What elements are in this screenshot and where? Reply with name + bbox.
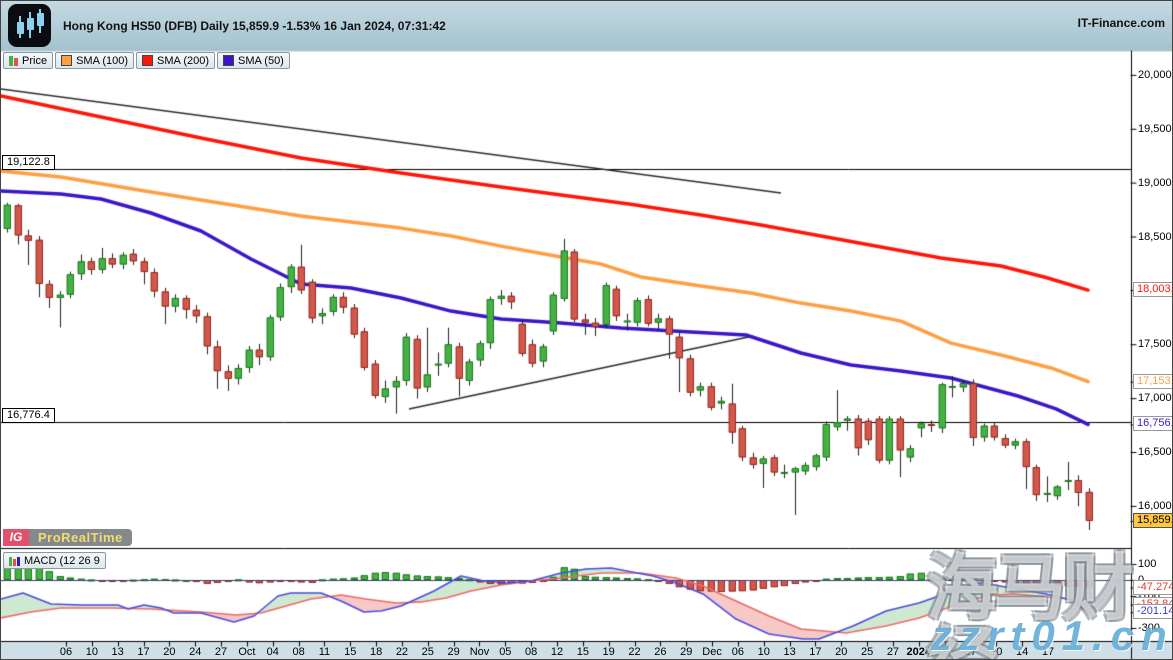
date-tick-label: 22 — [395, 646, 409, 658]
legend-price-label: Price — [22, 54, 48, 67]
macd-legend-chip[interactable]: MACD (12 26 9 — [3, 552, 106, 569]
date-tick-label: 05 — [499, 646, 512, 658]
date-tick-label: 06 — [59, 646, 73, 658]
price-axis-label: 16,000 — [1138, 499, 1172, 512]
ig-logo: IG — [3, 529, 29, 546]
date-tick-label: 06 — [731, 646, 745, 658]
macd-axis-label: 100 — [1138, 558, 1157, 570]
date-tick-label: 25 — [421, 646, 434, 658]
date-tick-label: 15 — [576, 646, 589, 658]
date-tick-label: 20 — [163, 646, 176, 658]
legend-bar: Price SMA (100) SMA (200) SMA (50) — [3, 52, 290, 69]
legend-sma100-label: SMA (100) — [76, 54, 129, 67]
date-tick-label: 08 — [525, 646, 538, 658]
indicator-value-label: 18,003.. — [1133, 282, 1172, 298]
date-tick-label: 20 — [835, 646, 848, 658]
sma50-swatch-icon — [223, 55, 234, 66]
legend-sma50-label: SMA (50) — [238, 54, 284, 67]
level-line-label[interactable]: 16,776.4 — [2, 408, 55, 424]
date-tick-label: 17 — [137, 646, 150, 658]
level-line-label[interactable]: 19,122.8 — [2, 155, 55, 171]
legend-chip-sma200[interactable]: SMA (200) — [136, 52, 215, 69]
macd-value-label: -201.14 — [1133, 604, 1172, 620]
price-axis-label: 19,000 — [1138, 176, 1172, 189]
date-tick-label: 10 — [990, 646, 1003, 658]
date-tick-label: Dec — [702, 646, 722, 658]
legend-chip-sma50[interactable]: SMA (50) — [217, 52, 290, 69]
date-tick-label: 2024 — [906, 646, 932, 658]
date-tick-label: 12 — [550, 646, 564, 658]
date-tick-label: Nov — [469, 646, 490, 658]
date-tick-label: 13 — [111, 646, 124, 658]
date-tick-label: 03 — [938, 646, 951, 658]
prorealtime-label: ProRealTime — [29, 529, 132, 546]
sma100-swatch-icon — [61, 55, 73, 66]
date-tick-label: 14 — [1016, 646, 1029, 658]
date-tick-label: 11 — [318, 646, 331, 658]
price-axis-label: 16,500 — [1138, 446, 1172, 459]
date-tick-label: 13 — [783, 646, 796, 658]
last-price-label: 15,859.. — [1133, 512, 1172, 528]
macd-bars-icon — [9, 556, 20, 566]
macd-value-label: -47.274 — [1133, 579, 1172, 595]
price-candles-icon — [9, 55, 18, 66]
date-tick-label: 17 — [809, 646, 822, 658]
legend-sma200-label: SMA (200) — [157, 54, 209, 67]
sma200-swatch-icon — [142, 55, 154, 66]
date-tick-label: 04 — [266, 646, 279, 658]
date-tick-label: Oct — [238, 646, 256, 658]
date-tick-label: 27 — [214, 646, 228, 658]
date-tick-label: 18 — [369, 646, 383, 658]
price-axis-label: 17,000 — [1138, 392, 1172, 405]
date-tick-label: 25 — [860, 646, 874, 658]
price-axis-label: 19,500 — [1138, 122, 1172, 135]
indicator-value-label: 17,153.. — [1133, 373, 1172, 389]
date-tick-label: 29 — [447, 646, 460, 658]
prorealtime-logo: IG ProRealTime — [3, 529, 132, 546]
date-tick-label: 10 — [757, 646, 770, 658]
price-axis-label: 20,000 — [1138, 68, 1172, 81]
legend-chip-price[interactable]: Price — [3, 52, 54, 69]
date-tick-label: 07 — [964, 646, 977, 658]
date-tick-label: 24 — [189, 646, 202, 658]
indicator-value-label: 16,756.. — [1133, 416, 1172, 432]
date-tick-label: 15 — [344, 646, 357, 658]
date-tick-label: 10 — [85, 646, 98, 658]
watermark-latin: zzrt01.cn — [931, 612, 1173, 659]
macd-legend-label: MACD (12 26 9 — [24, 554, 100, 567]
date-tick-label: 26 — [654, 646, 667, 658]
macd-axis-label: -300 — [1138, 622, 1161, 634]
price-axis-label: 17,500 — [1138, 338, 1172, 351]
date-tick-label: 08 — [292, 646, 305, 658]
legend-chip-sma100[interactable]: SMA (100) — [55, 52, 135, 69]
date-tick-label: 29 — [680, 646, 693, 658]
date-tick-label: 17 — [1041, 646, 1055, 658]
date-tick-label: 19 — [602, 646, 615, 658]
date-tick-label: 22 — [628, 646, 641, 658]
watermark-cjk: 海马财经 — [926, 549, 1134, 659]
date-tick-label: 27 — [886, 646, 900, 658]
price-axis-label: 18,500 — [1138, 230, 1172, 243]
